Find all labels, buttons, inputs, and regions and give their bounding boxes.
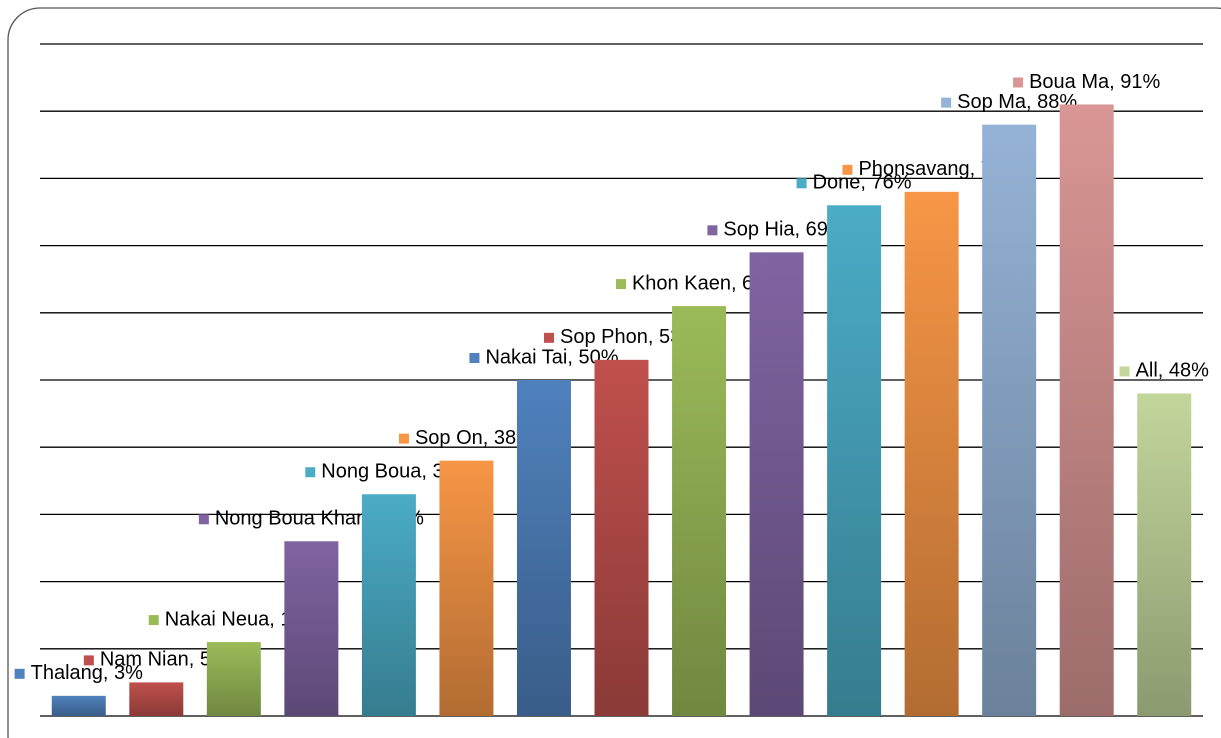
data-label: Sop Phon, 53% <box>560 326 699 348</box>
label-marker <box>842 164 853 175</box>
bar <box>361 494 416 716</box>
label-marker <box>305 467 316 478</box>
label-marker <box>615 279 626 290</box>
data-label: Thalang, 3% <box>31 662 144 684</box>
label-marker <box>544 332 554 343</box>
data-label: Nakai Tai, 50% <box>485 346 618 368</box>
label-marker <box>83 655 94 666</box>
bar <box>439 460 494 716</box>
data-label: Sop On, 38% <box>415 427 534 449</box>
bar <box>749 252 804 716</box>
label-marker <box>148 615 159 626</box>
data-label: Nam Nian, 5% <box>100 649 229 671</box>
bar <box>206 642 261 716</box>
data-label: Nakai Neua, 11% <box>165 608 319 630</box>
bar <box>516 380 571 716</box>
label-marker <box>796 178 807 189</box>
bar <box>594 359 649 716</box>
data-label: Khon Kaen, 61% <box>632 272 782 294</box>
bar <box>904 191 959 717</box>
data-label: Phonsavang, 78% <box>858 158 1021 180</box>
label-marker <box>941 97 952 108</box>
bar <box>284 541 339 716</box>
data-label: Sop Hia, 69% <box>723 219 846 241</box>
data-label: Sop Ma, 88% <box>957 91 1077 113</box>
label-marker <box>198 514 209 525</box>
slide-frame <box>7 7 1221 738</box>
data-label: All, 48% <box>1136 360 1210 382</box>
label-marker <box>14 668 25 679</box>
data-label: Nong Boua, 33% <box>321 461 472 483</box>
bar <box>827 205 882 716</box>
bar <box>672 306 727 716</box>
label-marker <box>707 225 718 236</box>
label-marker <box>398 433 409 444</box>
data-label: Done, 76% <box>813 172 912 194</box>
label-marker <box>1013 77 1024 88</box>
bar <box>51 695 106 716</box>
bar <box>1137 393 1192 716</box>
label-marker <box>469 353 480 363</box>
label-marker <box>1119 366 1130 377</box>
data-label: Boua Ma, 91% <box>1029 71 1160 93</box>
bar <box>1059 104 1114 717</box>
bar <box>129 682 184 716</box>
bar <box>982 124 1037 716</box>
